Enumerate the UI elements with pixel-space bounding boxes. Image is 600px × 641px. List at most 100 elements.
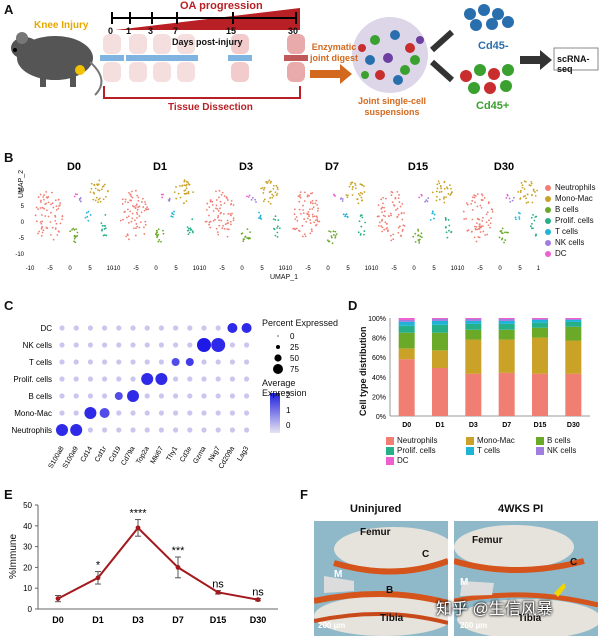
umap-point [211, 203, 214, 206]
dot-mark [70, 424, 83, 436]
scale-bar-right: 200 µm [460, 621, 488, 630]
umap-point [380, 225, 383, 228]
umap-point [229, 213, 232, 216]
umap-point [303, 233, 306, 236]
umap-point [480, 206, 483, 209]
umap-point [520, 182, 523, 184]
umap-point [326, 239, 329, 242]
umap-point [128, 192, 130, 194]
umap-point [274, 219, 277, 221]
line-point [95, 575, 101, 581]
umap-point [519, 198, 522, 200]
histology-title-right: 4WKS PI [498, 503, 544, 515]
umap-point [414, 232, 417, 235]
umap-point [292, 227, 295, 230]
dot-mark [116, 410, 122, 416]
umap-point [446, 187, 449, 190]
bar-segment [465, 320, 482, 324]
umap-point [225, 196, 228, 199]
umap-point [346, 196, 349, 199]
umap-point [390, 239, 393, 242]
umap-point [449, 194, 452, 196]
panel-label-c: C [4, 298, 14, 313]
umap-point [480, 193, 483, 196]
umap-point [314, 202, 317, 205]
umap-point [39, 221, 42, 224]
umap-point [51, 202, 54, 205]
dot-mark [144, 342, 150, 348]
dot-mark [244, 427, 250, 433]
umap-point [478, 225, 481, 228]
umap-point [185, 187, 188, 190]
umap-point [387, 229, 389, 232]
dot-mark [185, 358, 194, 366]
umap-point [144, 220, 147, 223]
umap-point [498, 236, 501, 239]
umap-point [143, 226, 145, 229]
dot-mark [73, 325, 79, 331]
umap-point [102, 198, 105, 201]
dot-row-label: Prolif. cells [13, 375, 52, 384]
umap-point [400, 235, 403, 237]
umap-point [61, 218, 64, 221]
umap-point [232, 219, 235, 222]
umap-point [530, 182, 533, 185]
umap-point [363, 191, 366, 193]
umap-point [302, 209, 304, 211]
umap-point [480, 226, 482, 229]
umap-point [218, 219, 221, 222]
cd45-negative-cluster [464, 4, 514, 31]
umap-point [263, 198, 266, 201]
umap-ytick: 5 [21, 204, 25, 210]
umap-point [183, 189, 186, 192]
dot-mark [244, 376, 250, 382]
bar-segment [532, 318, 548, 320]
umap-point [488, 219, 490, 222]
panel-label-a: A [4, 2, 14, 17]
umap-point [500, 229, 503, 232]
dot-gene-label: Cd19 [108, 445, 122, 463]
umap-point [533, 219, 536, 222]
umap-point [417, 229, 420, 232]
panel-f: Uninjured 4WKS PI Femur C M B Tibia 200 … [300, 487, 600, 636]
dot-mark [116, 427, 122, 433]
umap-point [435, 195, 438, 198]
umap-point [73, 228, 76, 231]
umap-point [515, 218, 517, 221]
umap-point [525, 197, 528, 200]
umap-point [224, 223, 227, 226]
umap-xlabel: UMAP_1 [270, 274, 299, 281]
scale-bar-left: 200 µm [318, 621, 346, 630]
umap-point [90, 187, 93, 190]
umap-point [383, 228, 386, 231]
umap-point [449, 187, 452, 190]
umap-point [433, 217, 435, 220]
umap-xtick: -10 [456, 266, 465, 272]
umap-point [97, 198, 100, 201]
umap-point [135, 203, 138, 206]
umap-point [223, 195, 226, 198]
umap-point [465, 217, 467, 220]
dot-mark [201, 359, 207, 365]
umap-point [74, 193, 77, 196]
umap-point [278, 227, 281, 230]
umap-xtick: -5 [477, 266, 483, 272]
umap-point [206, 202, 209, 205]
bar-segment [398, 318, 415, 320]
umap-point [89, 214, 92, 216]
umap-point [397, 226, 400, 229]
umap-point [138, 205, 141, 208]
umap-point [309, 232, 312, 235]
bar-segment [498, 372, 515, 416]
umap-point [479, 204, 482, 207]
c-label-left: C [422, 549, 430, 560]
umap-point [396, 215, 399, 218]
umap-point [97, 201, 99, 204]
umap-point [476, 222, 478, 224]
umap-point [216, 231, 219, 233]
umap-point [301, 225, 304, 227]
umap-point [230, 199, 233, 202]
dot-mark [244, 359, 250, 365]
umap-point [95, 196, 98, 199]
umap-legend-item: Mono-Mac [545, 193, 595, 204]
